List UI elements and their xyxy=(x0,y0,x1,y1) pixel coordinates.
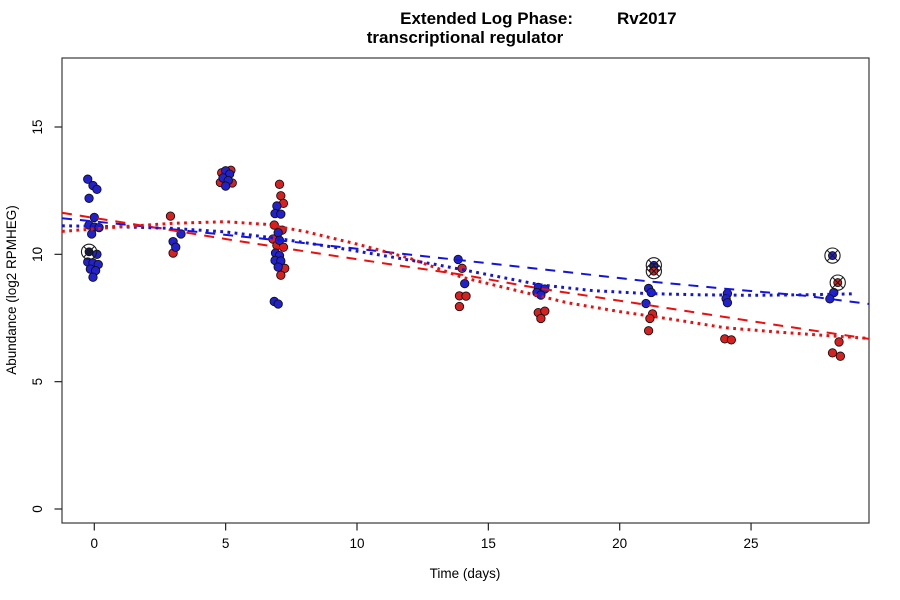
flag-ring-icon xyxy=(80,243,98,260)
red-samples-point xyxy=(461,291,471,301)
blue-samples-point xyxy=(88,272,98,282)
blue-samples-point xyxy=(83,174,93,184)
blue-samples-point xyxy=(273,228,283,238)
blue-samples-point xyxy=(273,299,283,309)
flag-cross-icon xyxy=(826,249,839,262)
red-dotted-fit xyxy=(62,220,869,340)
flagged-points xyxy=(80,243,846,291)
blue-samples-point xyxy=(176,229,186,239)
red-samples-point xyxy=(834,337,844,347)
red-samples-point xyxy=(274,179,285,189)
flag-ring-icon xyxy=(645,262,663,280)
flag-ring-icon xyxy=(824,247,841,264)
blue-samples-point xyxy=(460,278,470,289)
red-samples-point xyxy=(454,301,465,312)
flag-ring-icon xyxy=(829,274,846,291)
red-samples-point xyxy=(276,270,286,280)
y-tick-label: 0 xyxy=(30,505,45,513)
flag-cross-icon xyxy=(648,265,660,277)
x-tick-label: 0 xyxy=(91,536,99,551)
y-axis-title: Abundance (log2 RPMHEG) xyxy=(4,205,19,375)
flagged-outlier-marker xyxy=(829,274,846,291)
x-tick-label: 5 xyxy=(222,536,230,551)
chart-title-gene: Rv2017 xyxy=(617,9,677,28)
axis-ticks: 0 5 10 15 20 25 0 5 10 15 xyxy=(30,119,759,551)
blue-samples-point xyxy=(272,201,282,211)
x-tick-label: 20 xyxy=(612,536,627,551)
blue-samples-point xyxy=(276,209,286,219)
red-samples-point xyxy=(536,313,546,324)
red-samples-point xyxy=(540,306,550,316)
blue-samples-point xyxy=(87,229,97,239)
plot-border xyxy=(61,57,870,524)
x-tick-label: 15 xyxy=(481,536,496,551)
red-samples-point xyxy=(165,211,176,221)
chart-subtitle: transcriptional regulator xyxy=(367,28,564,47)
red-samples-point xyxy=(269,220,279,230)
blue-dashed-fit xyxy=(62,217,869,305)
y-tick-label: 15 xyxy=(30,119,45,134)
red-samples-point xyxy=(276,191,286,201)
blue-samples-point xyxy=(641,298,651,309)
red-samples-point xyxy=(643,326,654,336)
chart-title-prefix: Extended Log Phase: xyxy=(400,9,573,28)
y-tick-label: 10 xyxy=(30,247,45,262)
x-tick-label: 10 xyxy=(349,536,364,551)
flagged-outlier-marker xyxy=(80,243,98,260)
flag-cross-icon xyxy=(831,276,844,289)
red-samples-point xyxy=(827,348,838,358)
red-dashed-fit xyxy=(62,211,869,340)
y-tick-label: 5 xyxy=(30,378,45,386)
blue-samples-point xyxy=(171,242,181,252)
blue-samples-point xyxy=(89,212,99,223)
flag-cross-icon xyxy=(83,245,95,258)
blue-dotted-fit xyxy=(62,224,857,297)
flagged-outlier-marker xyxy=(824,247,841,264)
red-samples-point xyxy=(726,335,736,345)
blue-samples-point xyxy=(273,262,283,272)
blue-samples-point xyxy=(84,193,94,203)
red-samples-point xyxy=(457,263,467,273)
x-axis-title: Time (days) xyxy=(430,566,501,581)
flagged-outlier-marker xyxy=(645,262,663,280)
x-tick-label: 25 xyxy=(744,536,759,551)
blue-samples-point xyxy=(220,181,231,191)
blue-samples-point xyxy=(92,184,102,195)
trend-lines xyxy=(62,211,869,340)
blue-samples-point xyxy=(722,298,733,308)
data-points xyxy=(83,165,846,361)
red-samples-point xyxy=(835,351,846,361)
